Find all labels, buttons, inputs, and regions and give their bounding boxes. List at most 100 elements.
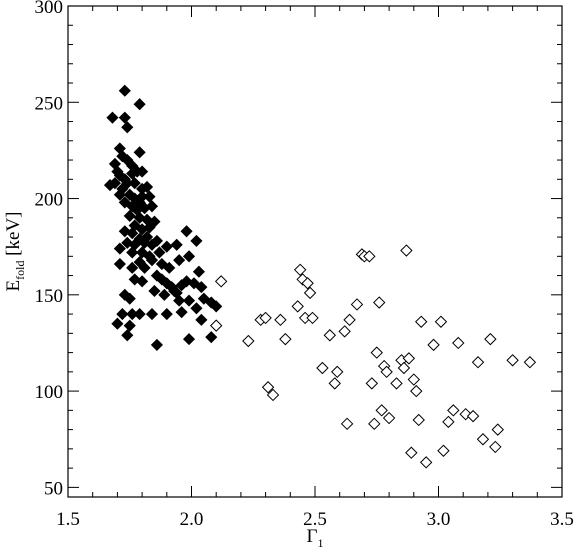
filled-diamond-point [133,146,146,159]
filled-diamond-point [160,308,173,321]
open-diamond-point [323,329,337,342]
filled-diamond-point [121,329,134,342]
x-tick-label: 2.5 [303,509,327,530]
open-diamond-point [405,446,418,459]
open-diamond-point [338,325,351,338]
filled-diamond-point [118,84,131,97]
filled-diamond-point [113,188,126,201]
open-diamond-point [291,300,304,313]
open-diamond-point [407,373,421,386]
open-diamond-point [316,361,329,375]
open-diamond-point [382,411,396,425]
open-diamond-point [368,417,381,431]
open-diamond-point [375,404,388,417]
y-tick-label: 300 [35,0,64,18]
open-diamond-point [442,415,455,429]
open-diamond-point [491,423,504,436]
open-diamond-point [437,444,450,457]
filled-diamond-point [175,306,188,319]
filled-diamond-point [195,313,208,326]
filled-diamond-point [145,200,159,213]
filled-diamond-point [182,294,196,307]
filled-diamond-point [121,121,134,134]
filled-diamond-point [113,257,126,271]
filled-diamond-point [190,302,203,315]
y-tick-label: 150 [35,286,64,307]
open-diamond-point [506,354,519,367]
filled-diamond-point [150,338,163,351]
filled-diamond-point [170,238,183,251]
open-diamond-point [397,361,411,375]
open-diamond-point [293,263,307,276]
open-diamond-point [402,352,416,365]
plot-frame [67,5,563,498]
filled-diamond-point [143,221,156,234]
open-diamond-point [412,413,425,427]
open-diamond-point [328,377,341,390]
filled-diamond-point [210,300,223,313]
open-diamond-point [370,346,383,359]
open-diamond-point [303,286,317,300]
open-diamond-point [466,409,480,423]
open-diamond-point [331,365,344,379]
filled-diamond-point [113,242,126,255]
filled-diamond-point [126,227,139,240]
open-diamond-point [343,313,356,327]
filled-diamond-point [123,209,136,222]
filled-diamond-point [118,111,131,124]
y-tick-label: 200 [35,190,64,211]
open-diamond-point [434,315,448,328]
filled-diamond-point [126,246,139,259]
open-diamond-point [447,404,460,417]
filled-diamond-point [143,190,156,203]
open-diamond-point [266,388,280,402]
filled-diamond-point [111,317,124,330]
filled-diamond-point [205,331,218,344]
filled-diamond-point [136,165,149,178]
filled-diamond-point [133,308,146,321]
filled-diamond-point [150,234,163,247]
open-diamond-point [523,356,537,369]
open-diamond-point [259,311,272,325]
open-diamond-point [373,296,386,309]
filled-diamond-point [182,333,196,346]
open-diamond-point [415,315,428,328]
open-diamond-point [274,313,287,327]
open-diamond-point [427,338,440,352]
x-tick-label: 3.0 [427,509,451,530]
filled-diamond-point [192,265,205,278]
open-diamond-point [209,319,223,332]
y-tick-label: 250 [35,93,64,114]
filled-diamond-point [168,284,181,298]
open-diamond-point [214,275,228,288]
filled-diamond-point [145,308,159,321]
filled-diamond-point [158,288,171,301]
filled-diamond-point [140,180,154,194]
filled-diamond-point [116,308,129,321]
points-layer [103,84,537,469]
open-diamond-point [390,377,403,390]
filled-diamond-point [163,261,176,274]
filled-diamond-point [103,179,117,192]
x-tick-label: 1.5 [56,509,80,530]
open-diamond-point [279,332,292,346]
y-tick-label: 50 [44,478,63,499]
filled-diamond-point [148,284,161,298]
open-diamond-point [363,250,376,263]
open-diamond-point [306,311,319,325]
y-tick-label: 100 [35,382,64,403]
open-diamond-point [419,456,433,469]
open-diamond-point [489,440,502,454]
open-diamond-point [350,298,364,311]
filled-diamond-point [180,225,193,238]
tick-labels: 1.5 2.0 2.5 3.0 3.5 50 100 150 200 250 300 [35,0,574,530]
x-axis-title: Γ1 [307,526,324,550]
open-diamond-point [471,356,485,369]
y-axis-title: Efold [keV] [3,211,27,291]
filled-diamond-point [133,98,146,111]
filled-diamond-point [145,254,159,267]
open-diamond-point [410,384,423,398]
filled-diamond-point [128,177,141,190]
open-diamond-point [452,336,465,350]
